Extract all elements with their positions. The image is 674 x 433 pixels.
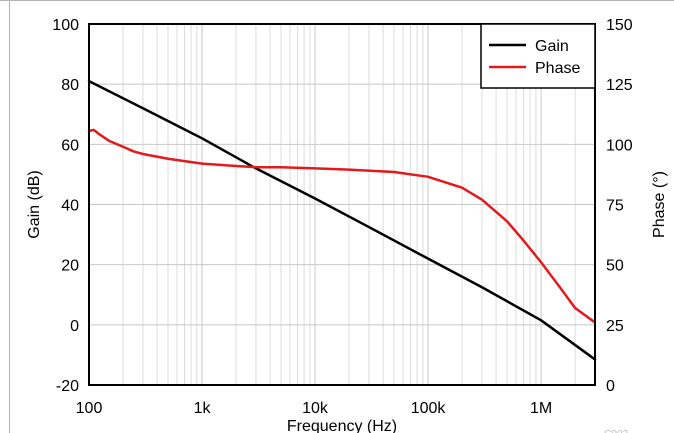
tick-labels: 100 1k 10k 100k 1M -20 0 20 40 60 80 100 0 25 50 75 100 1… [52,17,633,417]
x-tick-label: 10k [302,400,329,417]
legend-box [480,23,596,89]
series-line-phase [87,128,597,324]
y2-tick-label: 0 [606,378,615,395]
y2-axis-label: Phase (°) [651,171,668,238]
plot-series [87,79,597,361]
x-tick-label: 1k [194,400,212,417]
legend: Gain Phase [480,23,596,89]
y-tick-label: 80 [61,77,79,94]
left-border [9,0,10,433]
x-tick-label: 100 [76,400,103,417]
legend-label-gain: Gain [535,38,569,55]
y-axis-label: Gain (dB) [26,170,43,238]
y-tick-label: 100 [52,17,79,34]
series-line-gain [87,79,597,361]
figure-id: C002 [604,429,628,433]
x-tick-label: 100k [411,400,447,417]
x-tick-label: 1M [530,400,552,417]
y-tick-label: 0 [70,318,79,335]
y2-tick-label: 75 [606,198,624,215]
y2-tick-label: 25 [606,318,624,335]
y-tick-label: 40 [61,198,79,215]
y-tick-label: 60 [61,137,79,154]
x-axis-label: Frequency (Hz) [287,418,397,433]
grid [89,24,595,385]
y2-tick-label: 150 [606,17,633,34]
y-tick-label: -20 [56,378,79,395]
plot-area-frame [88,23,596,386]
y2-tick-label: 100 [606,137,633,154]
y-tick-label: 20 [61,258,79,275]
top-border [0,0,674,1]
legend-label-phase: Phase [535,60,580,77]
y2-tick-label: 50 [606,258,624,275]
y2-tick-label: 125 [606,77,633,94]
